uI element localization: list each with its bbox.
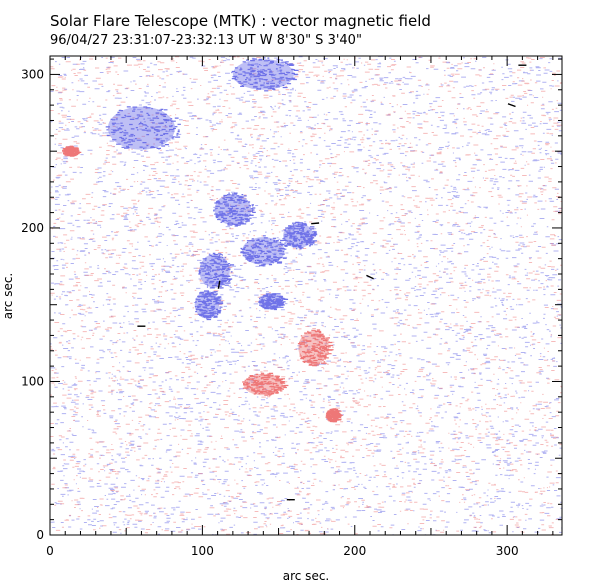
magnetic-field-map <box>50 56 562 535</box>
polarity-region-negative-5 <box>258 293 289 311</box>
chart-title: Solar Flare Telescope (MTK) : vector mag… <box>50 12 431 30</box>
polarity-region-positive-11 <box>325 408 343 423</box>
polarity-region-negative-2 <box>282 221 318 250</box>
polarity-region-positive-9 <box>297 329 334 367</box>
polarity-region-negative-4 <box>194 290 224 321</box>
x-axis-label: arc sec. <box>283 569 329 583</box>
polarity-region-negative-1 <box>240 235 288 267</box>
polarity-region-positive-10 <box>242 372 289 397</box>
x-tick-label: 0 <box>46 544 54 558</box>
y-axis: 0 100 200 300 <box>21 58 562 542</box>
field-vector-3 <box>217 280 221 289</box>
polarity-region-negative-8 <box>105 106 181 150</box>
y-tick-label: 300 <box>21 67 44 81</box>
transverse-field-vectors <box>137 64 527 501</box>
polarity-region-negative-3 <box>198 252 235 289</box>
polarity-region-negative-6 <box>213 192 256 227</box>
x-tick-label: 300 <box>496 544 519 558</box>
field-vector-1 <box>311 222 320 225</box>
polarity-region-negative-7 <box>231 57 299 92</box>
field-vector-6 <box>507 103 516 108</box>
x-axis: 0 100 200 300 <box>46 56 554 558</box>
y-tick-label: 0 <box>36 528 44 542</box>
chart-subtitle: 96/04/27 23:31:07-23:32:13 UT W 8'30" S … <box>50 33 362 48</box>
plot-frame <box>49 55 563 536</box>
field-vector-2 <box>366 274 374 280</box>
x-tick-label: 200 <box>343 544 366 558</box>
noise-positive <box>50 56 562 535</box>
plot-background <box>50 56 562 535</box>
y-axis-label: arc sec. <box>1 273 15 319</box>
y-tick-label: 100 <box>21 374 44 388</box>
x-tick-label: 100 <box>191 544 214 558</box>
polarity-region-positive-12 <box>62 145 82 157</box>
y-tick-label: 200 <box>21 221 44 235</box>
